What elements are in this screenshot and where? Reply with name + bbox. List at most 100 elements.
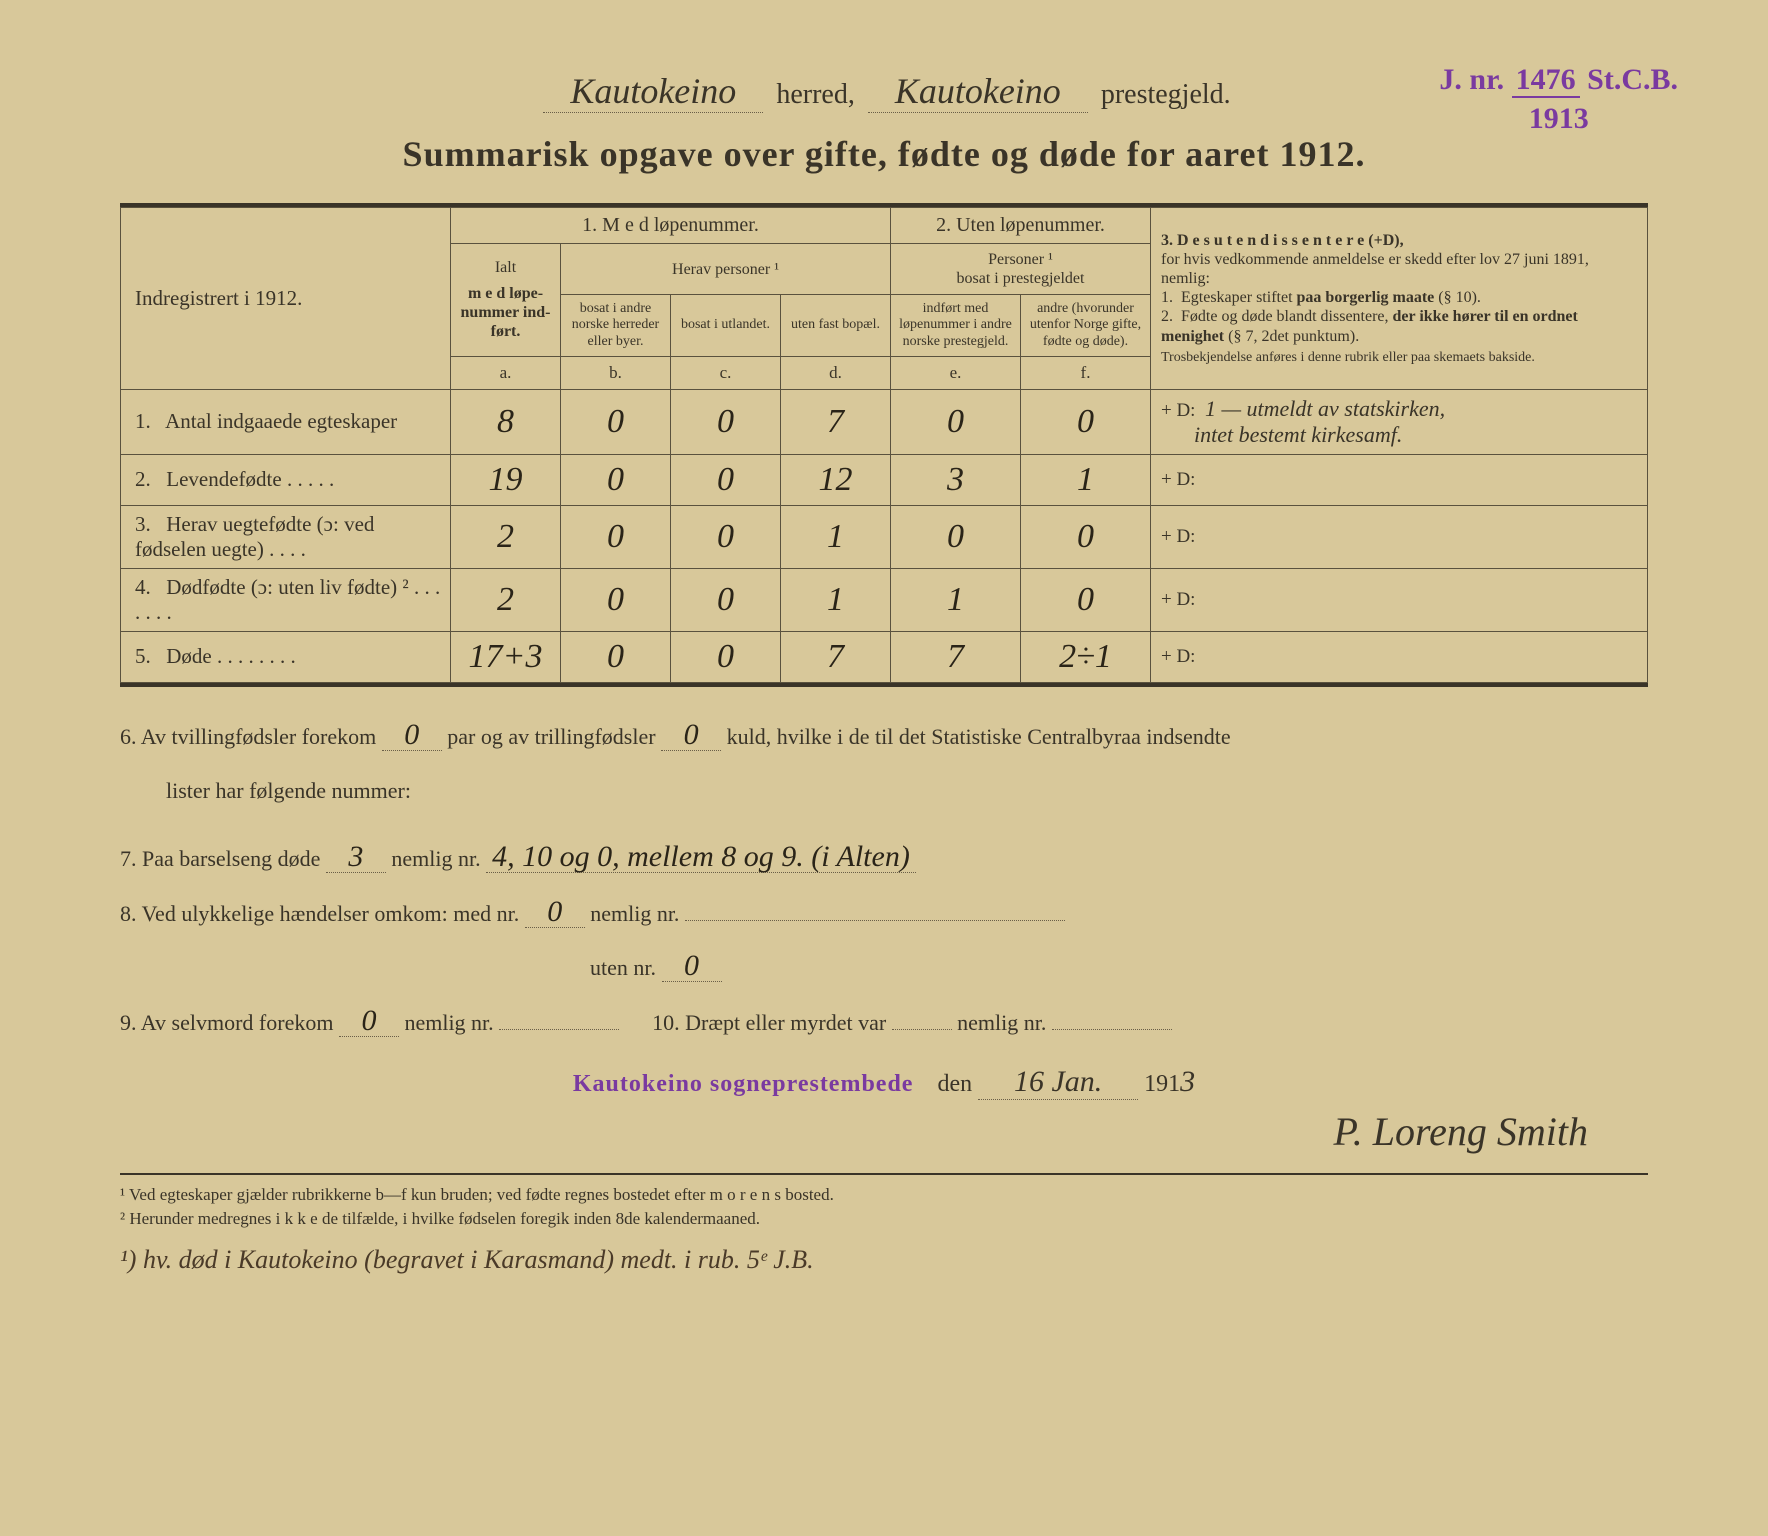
l6a: 6. Av tvillingfødsler forekom: [120, 724, 376, 749]
footnotes: ¹ Ved egteskaper gjælder rubrikkerne b—f…: [120, 1173, 1648, 1231]
cell-c: 0: [671, 389, 781, 454]
l7-v: 3: [326, 842, 386, 873]
line-6b: lister har følgende nummer:: [120, 767, 1648, 815]
l7b: nemlig nr.: [391, 846, 480, 871]
letter-d: d.: [781, 356, 891, 389]
signature: P. Loreng Smith: [120, 1108, 1648, 1155]
cell-f: 1: [1021, 454, 1151, 505]
col-group-1: 1. M e d løpenummer.: [451, 208, 891, 244]
cell-f: 0: [1021, 505, 1151, 568]
footnote-1: ¹ Ved egteskaper gjælder rubrikkerne b—f…: [120, 1183, 1648, 1207]
sig-year-prefix: 191: [1144, 1071, 1180, 1097]
cell-g: + D:: [1151, 568, 1648, 631]
letter-a: a.: [451, 356, 561, 389]
table-row: 1. Antal indgaaede egteskaper800700+ D: …: [121, 389, 1648, 454]
l10-nr: [1052, 1029, 1172, 1030]
col-group-3: 3. D e s u t e n d i s s e n t e r e (+D…: [1151, 208, 1648, 390]
cell-c: 0: [671, 454, 781, 505]
cell-e: 1: [891, 568, 1021, 631]
line-8b: uten nr. 0: [120, 944, 1648, 992]
l6-trip: 0: [661, 720, 721, 751]
cell-d: 7: [781, 631, 891, 682]
row-label: 3. Herav uegtefødte (ɔ: ved fødselen ueg…: [121, 505, 451, 568]
row-label: 5. Døde . . . . . . . .: [121, 631, 451, 682]
cell-e: 3: [891, 454, 1021, 505]
cell-e: 7: [891, 631, 1021, 682]
col-f-head: andre (hvorunder utenfor Norge gifte, fø…: [1021, 295, 1151, 356]
divider-under-table: [120, 683, 1648, 687]
line-7: 7. Paa barselseng døde 3 nemlig nr. 4, 1…: [120, 835, 1648, 883]
header-line: Kautokeino herred, Kautokeino prestegjel…: [120, 70, 1648, 113]
row-label: 2. Levendefødte . . . . .: [121, 454, 451, 505]
group3-body3: 2. Fødte og døde blandt dissentere, der …: [1161, 307, 1637, 345]
l7-nr: 4, 10 og 0, mellem 8 og 9. (i Alten): [486, 842, 916, 873]
l8c: uten nr.: [590, 955, 656, 980]
cell-g: + D:: [1151, 505, 1648, 568]
row-label: 4. Dødfødte (ɔ: uten liv fødte) ² . . . …: [121, 568, 451, 631]
cell-g: + D:: [1151, 454, 1648, 505]
letter-f: f.: [1021, 356, 1151, 389]
col-herav: Herav personer ¹: [561, 244, 891, 295]
page-title: Summarisk opgave over gifte, fødte og dø…: [120, 133, 1648, 175]
cell-a: 2: [451, 568, 561, 631]
l7a: 7. Paa barselseng døde: [120, 846, 320, 871]
cell-f: 0: [1021, 568, 1151, 631]
group3-body1: for hvis vedkommende anmeldelse er skedd…: [1161, 250, 1637, 288]
col-registered: Indregistrert i 1912.: [121, 208, 451, 390]
col-group-1-text: 1. M e d løpenummer.: [582, 214, 759, 236]
cell-c: 0: [671, 631, 781, 682]
cell-e: 0: [891, 505, 1021, 568]
cell-a: 2: [451, 505, 561, 568]
cell-d: 12: [781, 454, 891, 505]
l8-nr: [685, 920, 1065, 921]
group3-title: 3. D e s u t e n d i s s e n t e r e (+D…: [1161, 231, 1637, 250]
col-group-2: 2. Uten løpenummer.: [891, 208, 1151, 244]
col-b-head: bosat i andre norske herreder eller byer…: [561, 295, 671, 356]
letter-b: b.: [561, 356, 671, 389]
sig-year-suffix: 3: [1180, 1065, 1195, 1098]
cell-f: 0: [1021, 389, 1151, 454]
cell-b: 0: [561, 568, 671, 631]
cell-d: 7: [781, 389, 891, 454]
cell-b: 0: [561, 454, 671, 505]
cell-b: 0: [561, 389, 671, 454]
group3-body2: 1. Egteskaper stiftet paa borgerlig maat…: [1161, 288, 1637, 307]
col-e-head: indført med løpenummer i andre norske pr…: [891, 295, 1021, 356]
herred-label: herred,: [776, 79, 855, 110]
group3-foot: Trosbekjendelse anføres i denne rubrik e…: [1161, 350, 1637, 366]
letter-e: e.: [891, 356, 1021, 389]
cell-e: 0: [891, 389, 1021, 454]
cell-c: 0: [671, 505, 781, 568]
main-table: Indregistrert i 1912. 1. M e d løpenumme…: [120, 207, 1648, 683]
cell-d: 1: [781, 568, 891, 631]
handwritten-note: ¹) hv. død i Kautokeino (begravet i Kara…: [120, 1245, 1648, 1275]
l9a: 9. Av selvmord forekom: [120, 1010, 333, 1035]
l8-med: 0: [525, 897, 585, 928]
below-section: 6. Av tvillingfødsler forekom 0 par og a…: [120, 713, 1648, 1047]
cell-a: 17+3: [451, 631, 561, 682]
l6-twin: 0: [382, 720, 442, 751]
cell-a: 8: [451, 389, 561, 454]
table-row: 3. Herav uegtefødte (ɔ: ved fødselen ueg…: [121, 505, 1648, 568]
line-9-10: 9. Av selvmord forekom 0 nemlig nr. 10. …: [120, 999, 1648, 1047]
signature-line: Kautokeino sogneprestembede den 16 Jan. …: [120, 1065, 1648, 1100]
cell-g: + D:: [1151, 631, 1648, 682]
cell-a: 19: [451, 454, 561, 505]
line-8: 8. Ved ulykkelige hændelser omkom: med n…: [120, 890, 1648, 938]
sig-den: den: [937, 1071, 972, 1097]
l9b: nemlig nr.: [404, 1010, 493, 1035]
col-a-head: Ialt m e d løpe-nummer ind-ført.: [451, 244, 561, 357]
sig-date: 16 Jan.: [978, 1065, 1138, 1100]
cell-d: 1: [781, 505, 891, 568]
table-row: 5. Døde . . . . . . . .17+300772÷1+ D:: [121, 631, 1648, 682]
line-6: 6. Av tvillingfødsler forekom 0 par og a…: [120, 713, 1648, 761]
col-personer: Personer ¹bosat i prestegjeldet: [891, 244, 1151, 295]
l6c: kuld, hvilke i de til det Statistiske Ce…: [727, 724, 1231, 749]
l8a: 8. Ved ulykkelige hændelser omkom: med n…: [120, 901, 519, 926]
table-row: 2. Levendefødte . . . . .19001231+ D:: [121, 454, 1648, 505]
cell-b: 0: [561, 631, 671, 682]
cell-g: + D: 1 — utmeldt av statskirken, intet b…: [1151, 389, 1648, 454]
l10b: nemlig nr.: [957, 1010, 1046, 1035]
col-a-body: m e d løpe-nummer ind-ført.: [459, 284, 552, 342]
cell-f: 2÷1: [1021, 631, 1151, 682]
